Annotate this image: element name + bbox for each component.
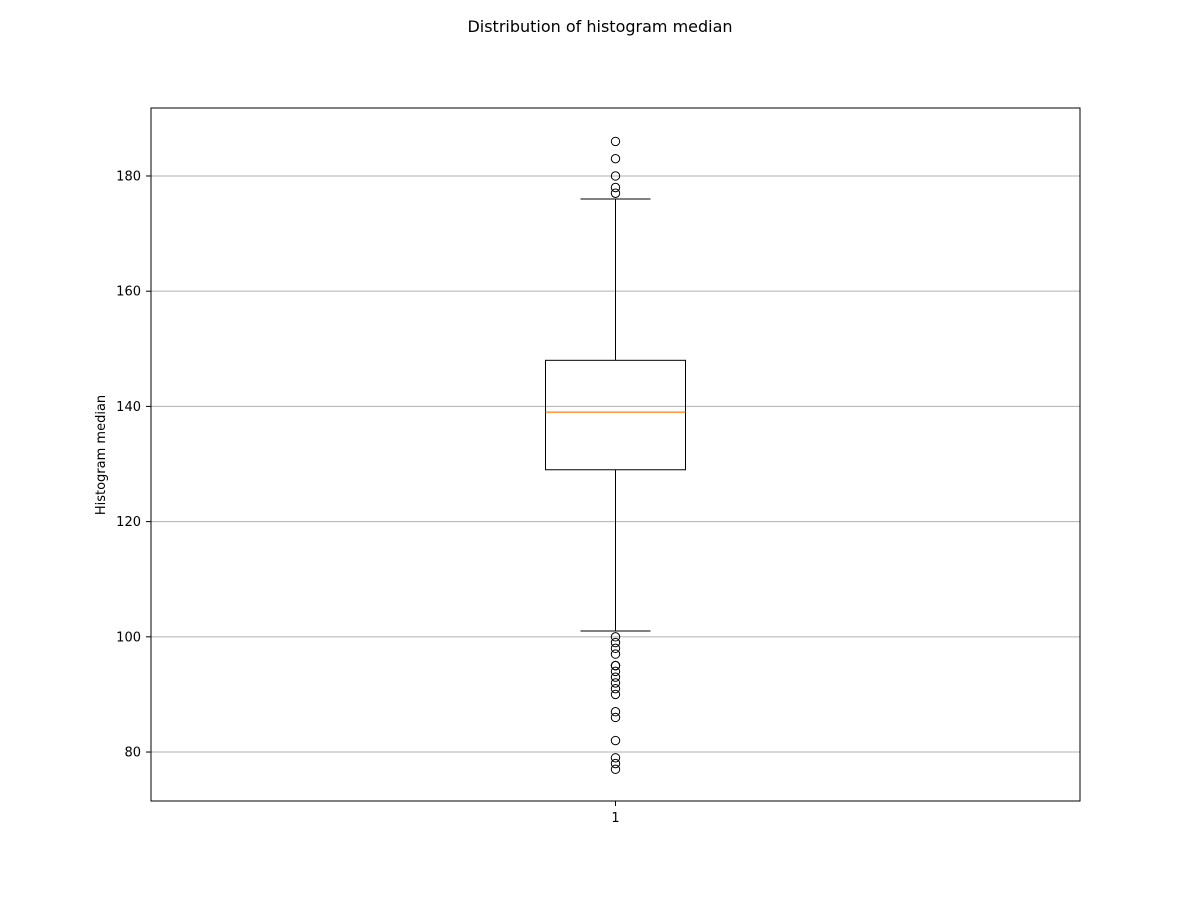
outlier-point-6 xyxy=(610,637,621,648)
outlier-point-1 xyxy=(610,153,621,164)
outlier-point-4 xyxy=(610,188,621,198)
outlier-point-3 xyxy=(610,182,621,193)
x-axis-ticks: 1 xyxy=(611,801,620,826)
y-tick-label-180: 180 xyxy=(116,169,141,184)
outlier-point-21 xyxy=(610,764,621,775)
outlier-point-16 xyxy=(610,707,621,717)
outlier-point-10 xyxy=(610,660,621,671)
x-tick-label-1: 1 xyxy=(611,811,619,826)
outlier-point-20 xyxy=(610,758,621,769)
iqr-box xyxy=(545,359,686,471)
outlier-point-7 xyxy=(610,643,621,654)
chart-title: Distribution of histogram median xyxy=(467,17,732,36)
outlier-point-11 xyxy=(610,666,621,677)
outlier-point-14 xyxy=(610,683,621,694)
outlier-point-12 xyxy=(610,672,621,682)
y-tick-label-120: 120 xyxy=(116,515,141,530)
outlier-point-17 xyxy=(610,712,621,723)
plot-area-frame xyxy=(150,107,1081,802)
y-tick-label-140: 140 xyxy=(116,400,141,415)
y-axis-ticks: 80 100 120 140 160 180 xyxy=(116,169,151,761)
y-tick-label-100: 100 xyxy=(116,630,141,645)
outlier-point-8 xyxy=(610,649,621,659)
y-tick-label-80: 80 xyxy=(124,746,141,761)
outlier-point-15 xyxy=(610,689,621,700)
outlier-point-13 xyxy=(610,678,621,688)
y-axis-label: Histogram median xyxy=(94,395,109,515)
outlier-point-5 xyxy=(610,632,621,642)
outlier-point-0 xyxy=(610,136,621,147)
outlier-point-19 xyxy=(610,753,621,763)
outlier-point-2 xyxy=(610,171,621,181)
boxes xyxy=(545,136,686,775)
outlier-point-18 xyxy=(610,735,621,746)
y-tick-label-160: 160 xyxy=(116,285,141,300)
